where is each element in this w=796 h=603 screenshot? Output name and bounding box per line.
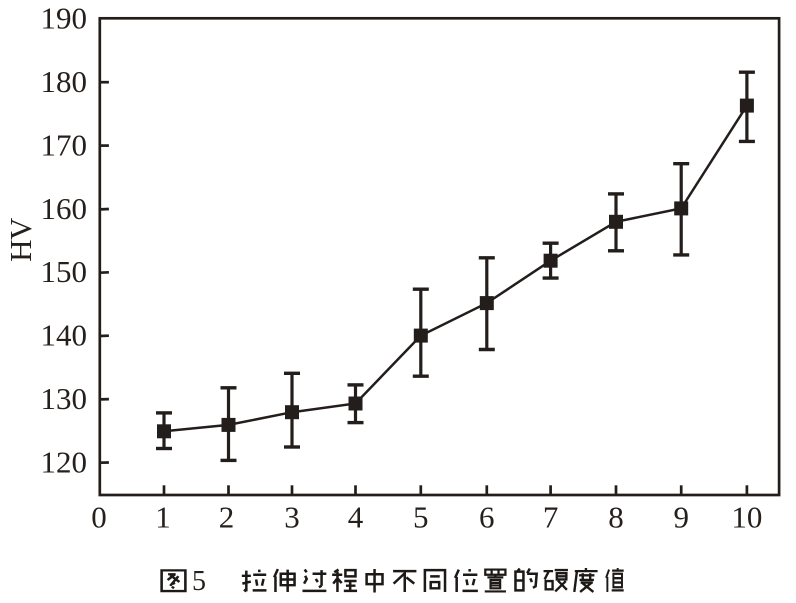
svg-text:0: 0 <box>91 499 107 534</box>
svg-text:8: 8 <box>608 499 624 534</box>
svg-text:190: 190 <box>41 1 88 36</box>
svg-text:7: 7 <box>543 499 559 534</box>
svg-text:3: 3 <box>284 499 300 534</box>
svg-text:160: 160 <box>41 191 88 226</box>
svg-text:4: 4 <box>348 499 364 534</box>
svg-text:9: 9 <box>673 499 689 534</box>
svg-text:5: 5 <box>192 566 206 597</box>
svg-text:10: 10 <box>731 499 762 534</box>
svg-text:6: 6 <box>479 499 495 534</box>
svg-text:170: 170 <box>41 127 88 162</box>
svg-text:130: 130 <box>41 381 88 416</box>
svg-text:150: 150 <box>41 254 88 289</box>
svg-text:140: 140 <box>41 318 88 353</box>
svg-text:120: 120 <box>41 444 88 479</box>
svg-text:HV: HV <box>3 217 38 262</box>
svg-text:180: 180 <box>41 64 88 99</box>
svg-text:5: 5 <box>413 499 429 534</box>
svg-text:1: 1 <box>155 499 171 534</box>
svg-text:2: 2 <box>219 499 235 534</box>
